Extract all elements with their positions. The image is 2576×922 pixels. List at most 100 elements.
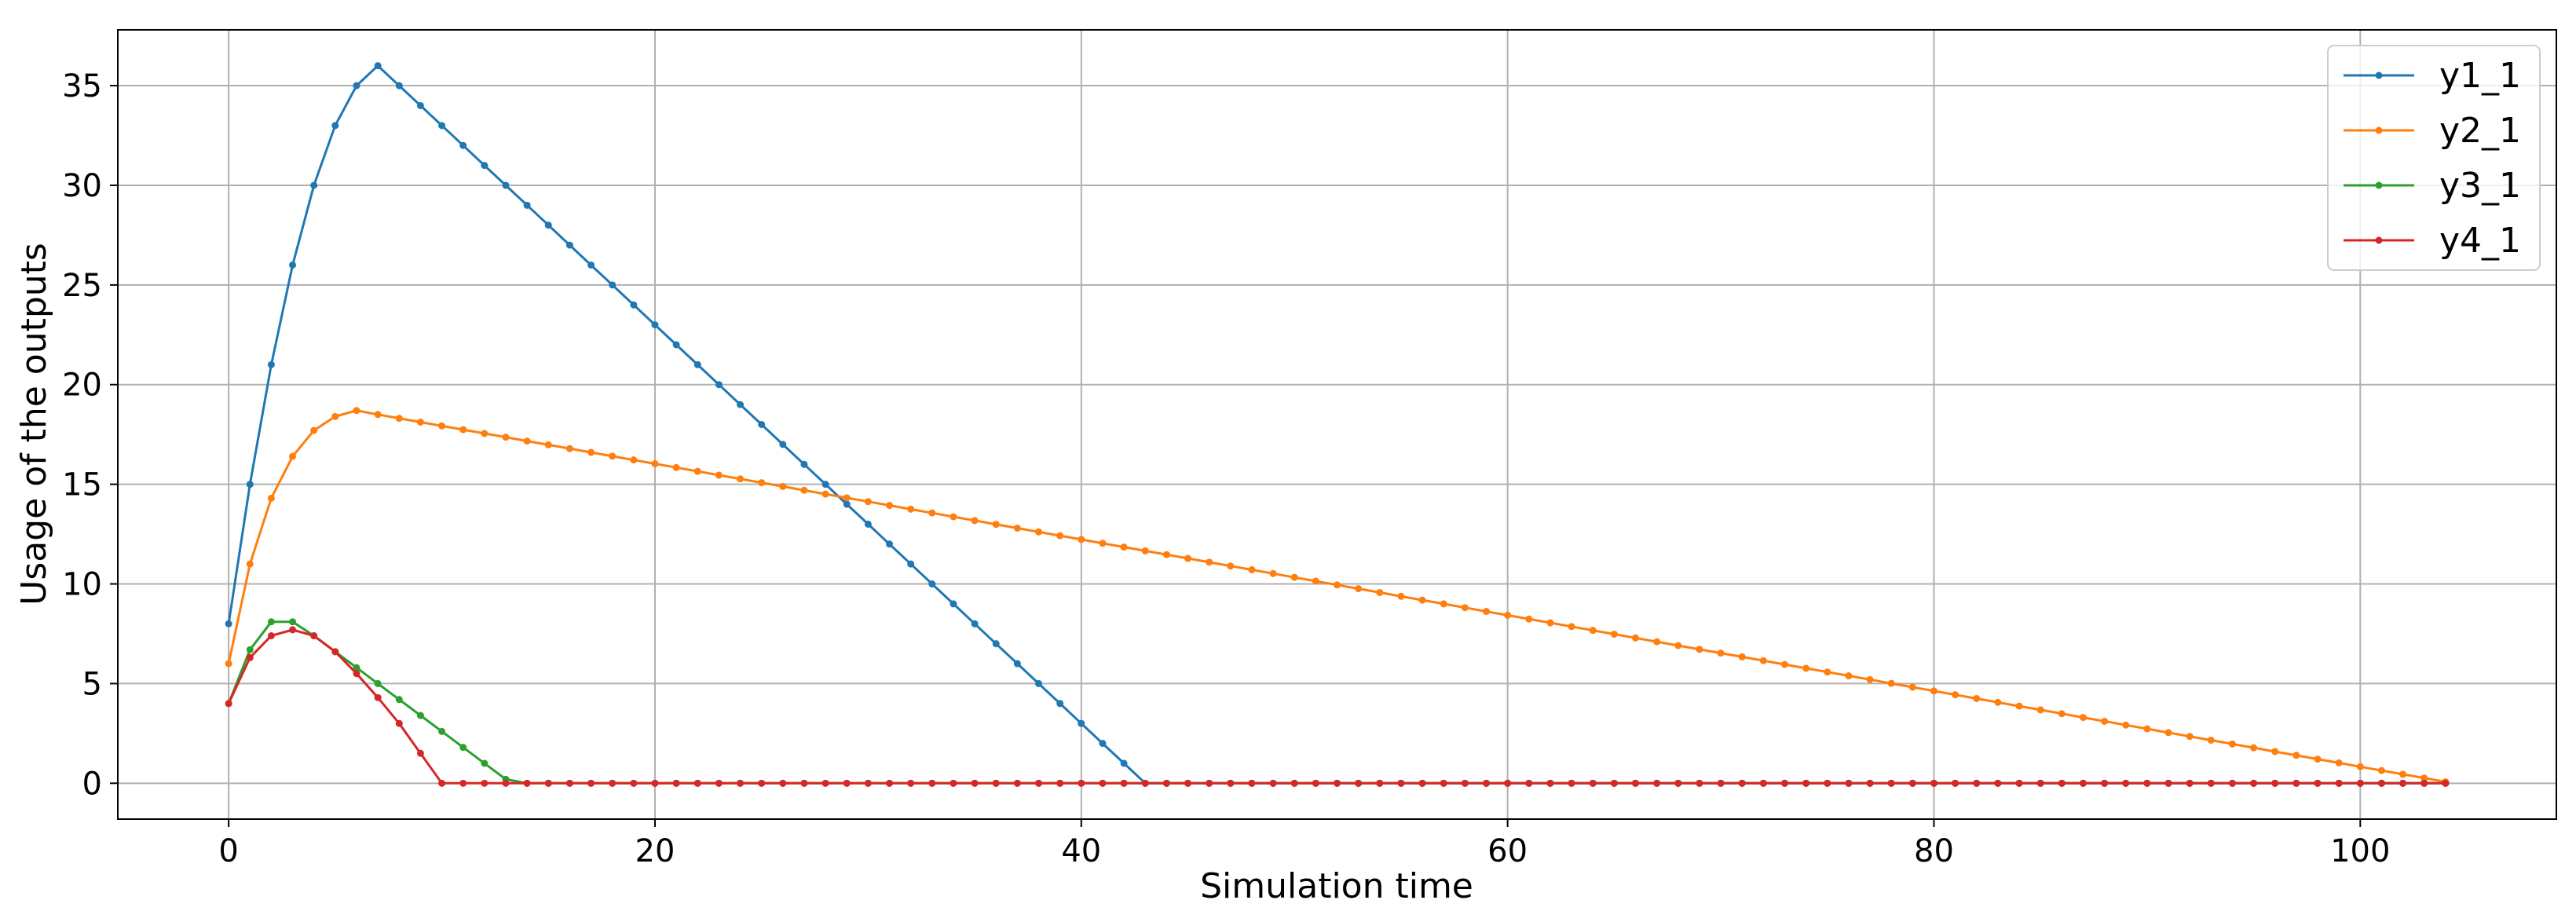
data-point [928,580,936,588]
data-point [1824,668,1831,676]
data-point [1568,623,1575,631]
data-point [928,779,936,787]
data-point [1440,600,1447,608]
y-tick-label: 20 [62,368,102,404]
data-point [1653,638,1661,646]
data-point [1674,642,1682,649]
data-point [587,448,595,456]
data-point [630,301,638,309]
data-point [2015,779,2023,787]
data-point [758,779,766,787]
data-point [1952,691,1959,699]
x-tick-label: 60 [1487,833,1528,869]
data-point [1994,779,2002,787]
y-tick-label: 0 [82,766,102,802]
data-point [821,481,829,488]
data-point [672,463,680,471]
data-point [2186,733,2194,741]
data-point [2058,710,2066,718]
data-point [502,181,510,189]
data-point [1504,611,1512,619]
data-point [1994,698,2002,706]
data-point [1290,779,1298,787]
data-point [1013,779,1021,787]
data-point [438,779,446,787]
y-axis-ticks: 0 5 10 15 20 25 30 35 [62,68,118,802]
data-point [416,712,424,719]
data-point [1930,687,1937,695]
data-point [992,779,1000,787]
data-point [2228,779,2236,787]
data-point [565,779,573,787]
data-point [1908,683,1916,691]
data-point [310,181,318,189]
data-point [1099,540,1107,547]
data-point [289,626,297,634]
data-point [331,122,339,130]
data-point [1162,551,1170,558]
data-point [2228,740,2236,748]
legend: y1_1 y2_1 y3_1 y4_1 [2327,45,2541,271]
data-point [2164,779,2172,787]
data-point [864,779,872,787]
data-point [715,381,723,389]
data-point [1227,562,1235,570]
data-point [438,727,446,735]
data-point [1056,532,1064,540]
data-point [2186,779,2194,787]
data-point [651,321,659,329]
data-point [779,779,787,787]
data-point [395,719,403,727]
data-point [353,407,360,415]
data-point [395,415,403,423]
data-point [758,421,766,428]
data-point [1334,779,1341,787]
data-point [2292,779,2300,787]
data-point [523,779,531,787]
data-point [2101,779,2109,787]
data-point [353,670,360,678]
data-point [992,640,1000,648]
data-point [971,620,979,627]
data-point [459,426,467,434]
data-point [1482,779,1490,787]
data-point [1887,679,1895,687]
legend-label-y2_1: y2_1 [2439,111,2521,151]
data-point [416,749,424,757]
data-point [609,281,617,289]
data-point [331,648,339,656]
data-point [1525,615,1533,623]
data-point [2420,779,2428,787]
data-point [374,62,382,70]
data-point [907,560,915,568]
data-point [886,779,894,787]
data-point [1013,660,1021,668]
data-point [544,441,552,448]
data-point [737,779,745,787]
data-point [737,401,745,408]
legend-marker-y1_1 [2375,71,2383,79]
data-point [843,779,851,787]
data-point [992,521,1000,529]
data-point [864,520,872,528]
data-point [2079,714,2087,722]
legend-label-y4_1: y4_1 [2439,221,2521,261]
data-point [481,759,488,767]
data-point [481,779,488,787]
data-point [2314,756,2322,763]
data-point [2399,770,2407,778]
data-point [459,744,467,752]
data-point [2399,779,2407,787]
data-point [672,779,680,787]
data-point [416,418,424,426]
data-point [2250,744,2258,752]
x-tick-label: 20 [635,833,675,869]
data-point [1780,779,1788,787]
data-point [374,679,382,687]
data-point [1973,779,1981,787]
data-point [587,261,595,269]
data-point [1397,779,1405,787]
legend-marker-y2_1 [2375,126,2383,134]
data-point [1738,779,1746,787]
